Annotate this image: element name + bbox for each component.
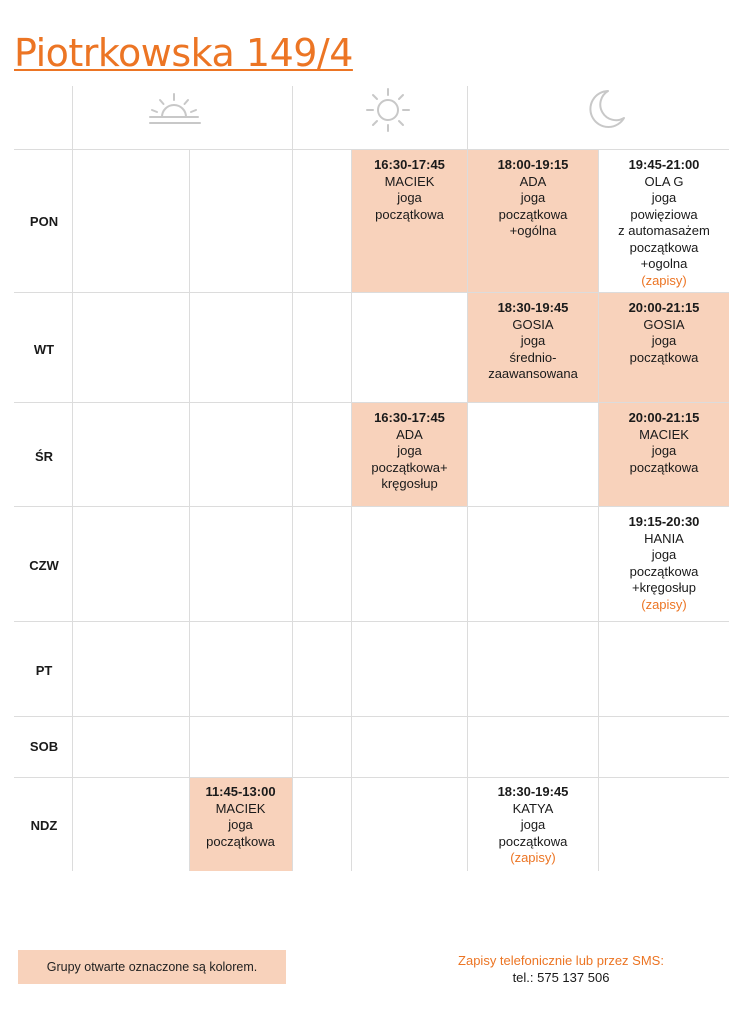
phone-number: tel.: 575 137 506 bbox=[512, 970, 610, 985]
class-type: joga bbox=[651, 443, 677, 458]
grid-line bbox=[14, 402, 729, 403]
open-group-cell bbox=[352, 150, 467, 292]
grid-line bbox=[189, 150, 190, 871]
class-teacher: ADA bbox=[396, 426, 423, 442]
class-entry: 16:30-17:45 MACIEK joga początkowa bbox=[352, 157, 467, 223]
class-time: 20:00-21:15 bbox=[628, 410, 700, 425]
day-label-wt: WT bbox=[33, 342, 55, 357]
open-group-cell bbox=[599, 403, 729, 506]
class-level: początkowa bbox=[498, 206, 568, 222]
class-level: początkowa bbox=[629, 349, 699, 365]
open-group-cell bbox=[189, 777, 292, 871]
signup-info: Zapisy telefonicznie lub przez SMS: tel.… bbox=[420, 952, 702, 986]
class-entry: 20:00-21:15 GOSIA joga początkowa bbox=[599, 300, 729, 366]
class-type: joga bbox=[520, 817, 546, 832]
sunrise-icon bbox=[149, 93, 201, 124]
class-entry: 20:00-21:15 MACIEK joga początkowa bbox=[599, 410, 729, 476]
class-time: 16:30-17:45 bbox=[374, 157, 445, 172]
class-time: 18:30-19:45 bbox=[497, 300, 569, 315]
class-teacher: MACIEK bbox=[384, 173, 435, 189]
class-teacher: OLA G bbox=[644, 173, 684, 189]
page-title: Piotrkowska 149/4 bbox=[14, 31, 353, 75]
grid-line bbox=[72, 86, 73, 871]
class-entry: 18:00-19:15 ADA joga początkowa +ogólna bbox=[468, 157, 598, 240]
class-teacher: HANIA bbox=[644, 530, 684, 546]
class-type: joga bbox=[651, 333, 677, 348]
class-level: zaawansowana bbox=[488, 366, 578, 381]
signup-note: (zapisy) bbox=[641, 272, 687, 288]
day-label-pt: PT bbox=[35, 663, 53, 678]
class-level: początkowa bbox=[206, 833, 275, 849]
signup-note: (zapisy) bbox=[641, 596, 687, 612]
open-group-cell bbox=[468, 293, 598, 402]
sun-icon bbox=[366, 88, 410, 132]
class-teacher: MACIEK bbox=[215, 800, 266, 816]
class-type: joga bbox=[651, 190, 677, 205]
class-entry: 19:15-20:30 HANIA joga początkowa +kręgo… bbox=[599, 514, 729, 613]
class-level: średnio- bbox=[509, 349, 557, 365]
class-level: początkowa bbox=[498, 833, 568, 849]
class-type: joga bbox=[397, 190, 422, 205]
class-time: 18:00-19:15 bbox=[497, 157, 569, 172]
class-level: początkowa bbox=[629, 563, 699, 579]
class-level: początkowa bbox=[375, 206, 444, 222]
class-type: joga bbox=[228, 817, 253, 832]
class-level-extra: +ogólna bbox=[509, 223, 557, 238]
class-type-detail: z automasażem bbox=[618, 223, 710, 238]
signup-note: (zapisy) bbox=[510, 850, 556, 865]
class-entry: 18:30-19:45 GOSIA joga średnio- zaawanso… bbox=[468, 300, 598, 383]
open-group-cell bbox=[468, 150, 598, 292]
class-type: joga bbox=[651, 547, 677, 562]
open-group-cell bbox=[352, 403, 467, 506]
day-label-ndz: NDZ bbox=[30, 818, 58, 833]
class-entry: 16:30-17:45 ADA joga początkowa+ kręgosł… bbox=[352, 410, 467, 493]
class-type: joga bbox=[520, 190, 546, 205]
class-type-detail: powięziowa bbox=[630, 206, 698, 222]
grid-line bbox=[14, 292, 729, 293]
class-teacher: GOSIA bbox=[512, 316, 554, 332]
grid-line bbox=[14, 149, 729, 150]
open-group-cell bbox=[599, 293, 729, 402]
class-type: joga bbox=[520, 333, 546, 348]
class-level: początkowa bbox=[629, 459, 699, 475]
class-type: joga bbox=[397, 443, 422, 458]
class-level-extra: +ogolna bbox=[640, 256, 688, 271]
class-time: 20:00-21:15 bbox=[628, 300, 700, 315]
grid-line bbox=[14, 506, 729, 507]
class-time: 19:45-21:00 bbox=[628, 157, 700, 172]
grid-line bbox=[14, 716, 729, 717]
class-teacher: MACIEK bbox=[639, 426, 689, 442]
signup-info-text: Zapisy telefonicznie lub przez SMS: bbox=[458, 953, 664, 968]
class-time: 19:15-20:30 bbox=[628, 514, 700, 529]
legend-open-groups: Grupy otwarte oznaczone są kolorem. bbox=[18, 950, 286, 984]
day-label-sr: ŚR bbox=[34, 449, 54, 464]
moon-icon bbox=[589, 90, 625, 128]
class-time: 16:30-17:45 bbox=[374, 410, 445, 425]
grid-line bbox=[598, 150, 599, 871]
class-entry: 18:30-19:45 KATYA joga początkowa (zapis… bbox=[468, 784, 598, 867]
grid-line bbox=[351, 150, 352, 871]
class-teacher: KATYA bbox=[512, 800, 554, 816]
class-level-extra: +kręgosłup bbox=[632, 580, 696, 595]
class-teacher: GOSIA bbox=[643, 316, 685, 332]
class-level: początkowa bbox=[629, 239, 699, 255]
day-label-pon: PON bbox=[29, 214, 59, 229]
class-teacher: ADA bbox=[519, 173, 547, 189]
class-time: 18:30-19:45 bbox=[497, 784, 569, 799]
class-time: 11:45-13:00 bbox=[205, 784, 276, 799]
class-entry: 19:45-21:00 OLA G joga powięziowa z auto… bbox=[599, 157, 729, 289]
class-entry: 11:45-13:00 MACIEK joga początkowa bbox=[189, 784, 292, 850]
day-label-sob: SOB bbox=[29, 739, 59, 754]
grid-line bbox=[292, 86, 293, 871]
grid-line bbox=[14, 621, 729, 622]
grid-line bbox=[467, 86, 468, 871]
class-level-extra: kręgosłup bbox=[381, 476, 438, 491]
class-level: początkowa+ bbox=[371, 459, 448, 475]
day-label-czw: CZW bbox=[29, 558, 59, 573]
grid-line bbox=[14, 777, 729, 778]
